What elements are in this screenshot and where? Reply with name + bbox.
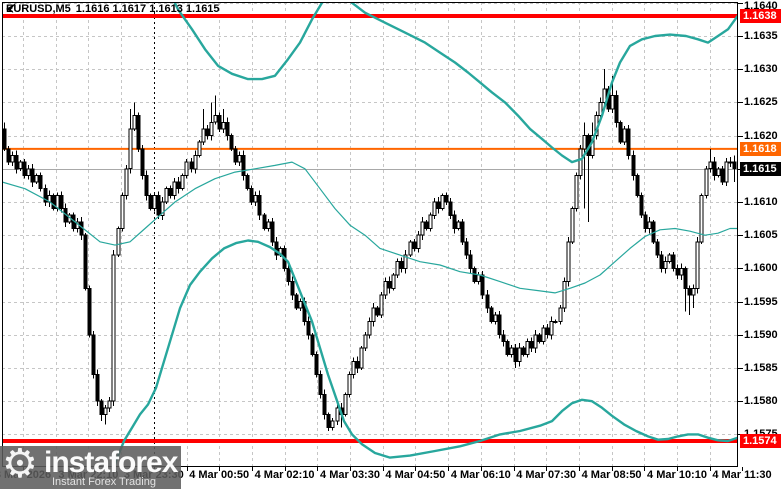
candles-layer	[2, 69, 737, 432]
bollinger-bands	[2, 2, 738, 467]
x-axis-label: 4 Mar 07:30	[516, 469, 577, 481]
chart-title-symbol: EURUSD,M5	[6, 3, 71, 15]
y-axis-label: 1.1620	[744, 130, 778, 142]
x-axis-label: 4 Mar 06:10	[450, 469, 511, 481]
y-axis-label: 1.1635	[744, 30, 778, 42]
y-axis-label: 1.1580	[744, 395, 778, 407]
resistance-price-badge: 1.1638	[740, 9, 781, 23]
watermark-tagline: Instant Forex Trading	[52, 476, 156, 488]
y-axis-label: 1.1605	[744, 229, 778, 241]
watermark-brand: instaforex	[44, 446, 178, 479]
instaforex-gear-icon: ⚙	[2, 442, 38, 486]
chart-title-ohlc: 1.1616 1.1617 1.1613 1.1615	[75, 3, 220, 15]
x-axis-label: 4 Mar 11:30	[712, 469, 772, 481]
y-axis-label: 1.1630	[744, 63, 778, 75]
bollinger-upper-band	[173, 2, 738, 164]
bid-price-badge: 1.1615	[740, 162, 781, 176]
y-axis-label: 1.1590	[744, 329, 778, 341]
chart-pointer-icon	[6, 3, 16, 13]
y-axis-label: 1.1610	[744, 196, 778, 208]
y-axis-label: 1.1600	[744, 262, 778, 274]
x-axis-label: 4 Mar 10:10	[647, 469, 707, 481]
bollinger-middle-band	[2, 161, 738, 294]
y-axis-label: 1.1625	[744, 96, 778, 108]
x-axis-label: 4 Mar 08:50	[581, 469, 642, 481]
bollinger-lower-band	[112, 239, 738, 467]
x-axis-label: 4 Mar 03:30	[320, 469, 380, 481]
x-axis-label: 4 Mar 00:50	[189, 469, 250, 481]
support-price-badge: 1.1574	[740, 434, 781, 448]
x-axis-label: 4 Mar 04:50	[385, 469, 446, 481]
y-axis-label: 1.1595	[744, 296, 778, 308]
y-axis-label: 1.1585	[744, 362, 778, 374]
target-price-badge: 1.1618	[740, 142, 781, 156]
chart-title: EURUSD,M5 1.1616 1.1617 1.1613 1.1615	[6, 3, 220, 15]
instaforex-watermark: ⚙ instaforex Instant Forex Trading	[0, 442, 181, 489]
x-axis-label: 4 Mar 02:10	[254, 469, 315, 481]
